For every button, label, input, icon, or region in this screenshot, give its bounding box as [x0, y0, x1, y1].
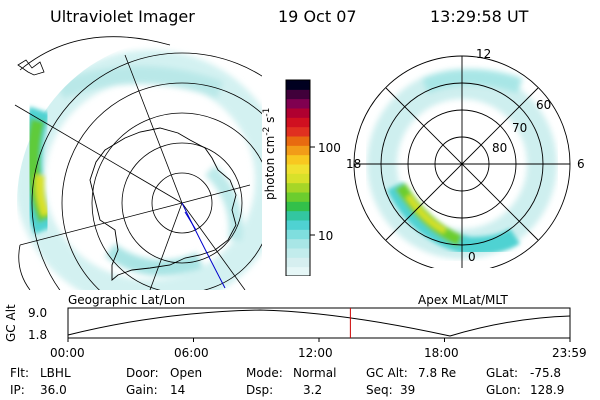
flt-label: Flt: — [10, 366, 29, 380]
aurora-bright-band — [20, 106, 56, 235]
mlt-label-12: 12 — [476, 47, 492, 61]
colorbar-unit-exp: -2 — [262, 126, 272, 136]
orbit-plot-frame — [67, 307, 571, 339]
orbit-xtick-3: 18:00 — [424, 346, 459, 360]
colorbar-unit-text: photon cm — [263, 135, 277, 200]
gcalt-value: 7.8 Re — [418, 366, 457, 380]
x-ticks — [67, 338, 571, 342]
colorbar — [285, 79, 315, 276]
colorbar-cell — [286, 98, 310, 109]
gcalt-label: GC Alt: — [366, 366, 408, 380]
track-line-segment — [184, 211, 197, 231]
ip-value: 36.0 — [40, 383, 67, 397]
ip-label: IP: — [10, 383, 25, 397]
mlt-label-18: 18 — [346, 157, 362, 171]
mlt-label-0: 0 — [468, 250, 476, 264]
colorbar-unit-s: s — [263, 116, 277, 123]
mode-label: Mode: — [246, 366, 283, 380]
colorbar-cell — [286, 136, 310, 146]
dsp-label: Dsp: — [246, 383, 274, 397]
colorbar-cell — [286, 257, 310, 268]
time-label: 13:29:58 UT — [430, 7, 529, 26]
geographic-map — [14, 36, 262, 290]
colorbar-cell — [286, 80, 310, 90]
door-label: Door: — [126, 366, 159, 380]
orbit-xtick-4: 23:59 — [552, 346, 587, 360]
colorbar-cell — [286, 182, 310, 193]
track-line — [181, 202, 226, 289]
orbit-xtick-0: 00:00 — [50, 346, 85, 360]
orbit-ytick-low: 1.8 — [28, 328, 48, 342]
colorbar-cell — [286, 164, 310, 174]
flt-value: LBHL — [40, 366, 71, 380]
colorbar-cell — [286, 192, 310, 202]
colorbar-cell — [286, 173, 310, 184]
colorbar-cell — [286, 117, 310, 128]
apex-label: Apex MLat/MLT — [418, 293, 508, 307]
instrument-title: Ultraviolet Imager — [50, 7, 195, 26]
mode-value: Normal — [293, 366, 337, 380]
colorbar-tick-100: 100 — [318, 141, 341, 155]
colorbar-cell — [286, 238, 310, 249]
colorbar-cell — [286, 210, 310, 221]
glon-label: GLon: — [486, 383, 521, 397]
glon-value: 128.9 — [530, 383, 565, 397]
orbit-xtick-2: 12:00 — [298, 346, 333, 360]
orbit-xtick-1: 06:00 — [174, 346, 209, 360]
orbit-ytick-high: 9.0 — [28, 306, 48, 320]
dsp-value: 3.2 — [303, 383, 323, 397]
geographic-label: Geographic Lat/Lon — [68, 293, 186, 307]
coastline-fragment — [17, 59, 45, 76]
colorbar-cell — [286, 108, 310, 118]
lat-label-60: 60 — [536, 98, 552, 112]
glat-value: -75.8 — [530, 366, 562, 380]
date-label: 19 Oct 07 — [278, 7, 357, 26]
colorbar-cell — [286, 89, 310, 100]
glat-label: GLat: — [486, 366, 519, 380]
orbit-altitude-plot — [67, 307, 571, 342]
colorbar-cells — [286, 80, 310, 276]
colorbar-cell — [286, 248, 310, 258]
door-value: Open — [170, 366, 203, 380]
colorbar-unit-label: photon cm-2 s-1 — [262, 108, 277, 200]
colorbar-cell — [286, 126, 310, 137]
colorbar-cell — [286, 266, 310, 276]
colorbar-tick-10: 10 — [318, 229, 334, 243]
apex-grid — [353, 55, 571, 268]
colorbar-cell — [286, 145, 310, 156]
seq-label: Seq: — [366, 383, 393, 397]
aurora-diffuse — [17, 50, 262, 290]
apex-polar-plot — [353, 55, 571, 268]
mlt-label-6: 6 — [577, 157, 585, 171]
colorbar-cell — [286, 201, 310, 212]
colorbar-cell — [286, 154, 310, 165]
colorbar-cell — [286, 220, 310, 230]
altitude-curve — [67, 309, 571, 337]
colorbar-cell — [286, 229, 310, 240]
gain-label: Gain: — [126, 383, 158, 397]
lat-label-80: 80 — [492, 141, 508, 155]
antarctica-coastline — [89, 127, 237, 281]
colorbar-unit-exp2: -1 — [262, 107, 272, 117]
seq-value: 39 — [400, 383, 416, 397]
gain-value: 14 — [170, 383, 186, 397]
orbit-ylabel: GC Alt — [4, 304, 18, 342]
lat-label-70: 70 — [512, 121, 528, 135]
